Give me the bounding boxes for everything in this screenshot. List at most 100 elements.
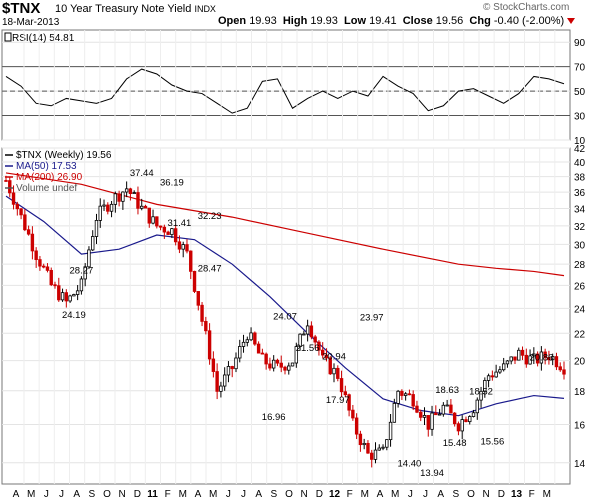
candle-body [38, 259, 42, 267]
candle-body [434, 412, 438, 416]
candle-body [181, 244, 185, 250]
price-tick-label: 38 [574, 173, 586, 184]
price-annotation: 20.86 [529, 353, 553, 364]
x-tick-label: J [408, 489, 413, 500]
candle-body [192, 270, 197, 292]
legend-entry: MA(200) 26.90 [16, 172, 83, 183]
x-tick-label: S [452, 489, 459, 500]
candle-body [234, 357, 238, 370]
price-tick-label: 34 [574, 205, 586, 216]
candle-body [106, 204, 110, 212]
candle-body [305, 325, 310, 335]
candle-body [173, 228, 178, 243]
candle-body [45, 266, 50, 271]
candle-body [219, 385, 223, 392]
candle-body [211, 358, 216, 372]
candle-body [354, 417, 359, 435]
x-tick-label: M [361, 489, 369, 500]
x-tick-label: M [179, 489, 187, 500]
candle-body [253, 332, 257, 345]
candle-body [64, 292, 69, 302]
x-tick-label: M [209, 489, 217, 500]
price-tick-label: 18 [574, 387, 586, 398]
x-tick-label: J [226, 489, 231, 500]
candle-body [407, 393, 412, 396]
price-annotation: 17.97 [326, 395, 350, 406]
high-label: High [282, 15, 308, 27]
down-arrow-icon [567, 18, 576, 25]
candle-body [249, 332, 253, 341]
candle-body [79, 278, 84, 292]
candle-body [558, 366, 562, 371]
rsi-tick-label: 10 [574, 136, 586, 147]
price-annotation: 24.19 [62, 310, 86, 321]
candle-body [117, 193, 121, 202]
price-annotation: 24.07 [273, 312, 297, 323]
candle-body [207, 330, 212, 360]
candle-body [362, 442, 366, 446]
candle-body [128, 188, 133, 195]
rsi-frame [1, 29, 571, 141]
legend-entry: MA(50) 17.53 [16, 161, 77, 172]
candle-body [151, 216, 155, 224]
candle-body [132, 192, 136, 195]
x-tick-label: M [391, 489, 399, 500]
price-tick-label: 22 [574, 329, 586, 340]
candle-body [166, 231, 170, 235]
price-annotation: 14.40 [398, 459, 422, 470]
candle-body [381, 446, 385, 449]
candle-body [343, 391, 348, 396]
candle-body [445, 404, 449, 407]
price-tick-label: 20 [574, 357, 586, 368]
candle-body [268, 363, 272, 369]
candle-body [332, 367, 336, 375]
candle-body [494, 371, 498, 378]
close-label: Close [402, 15, 433, 27]
candle-body [143, 205, 148, 209]
candle-body [388, 421, 393, 441]
price-tick-label: 16 [574, 421, 586, 432]
candle-body [245, 339, 249, 343]
candle-body [256, 343, 261, 354]
candle-body [309, 325, 314, 338]
candle-body [419, 411, 423, 418]
candle-body [464, 419, 468, 423]
x-tick-label: A [377, 489, 384, 500]
x-tick-label: F [347, 489, 353, 500]
close-value: 19.56 [435, 15, 464, 27]
candle-body [520, 349, 525, 356]
candle-body [83, 266, 87, 280]
candle-body [483, 380, 487, 392]
candle-body [403, 393, 408, 396]
candle-body [554, 356, 559, 368]
candle-body [317, 341, 321, 351]
candle-body [471, 412, 476, 417]
price-annotation: 13.94 [420, 468, 444, 479]
candle-body [415, 405, 419, 413]
candle-body [358, 433, 363, 446]
candle-body [339, 378, 344, 393]
candle-body [53, 284, 57, 287]
price-tick-label: 30 [574, 240, 586, 251]
x-tick-label: A [255, 489, 262, 500]
candle-body [121, 191, 125, 202]
candle-body [486, 375, 491, 381]
candle-body [321, 349, 325, 356]
candle-body [437, 413, 442, 416]
candle-body [562, 369, 566, 375]
candle-body [91, 236, 95, 251]
x-tick-label: N [483, 489, 490, 500]
candle-body [275, 359, 280, 364]
exchange-label: INDX [194, 4, 216, 14]
candle-body [475, 399, 479, 414]
x-tick-label: F [529, 489, 535, 500]
rsi-tick-label: 50 [574, 87, 586, 98]
x-tick-label: D [134, 489, 141, 500]
legend-entry: $TNX (Weekly) 19.56 [16, 150, 112, 161]
candle-body [30, 233, 35, 252]
x-tick-label: A [195, 489, 202, 500]
price-tick-label: 32 [574, 222, 586, 233]
x-tick-label: M [27, 489, 35, 500]
candle-body [124, 188, 129, 193]
candle-body [60, 292, 65, 301]
